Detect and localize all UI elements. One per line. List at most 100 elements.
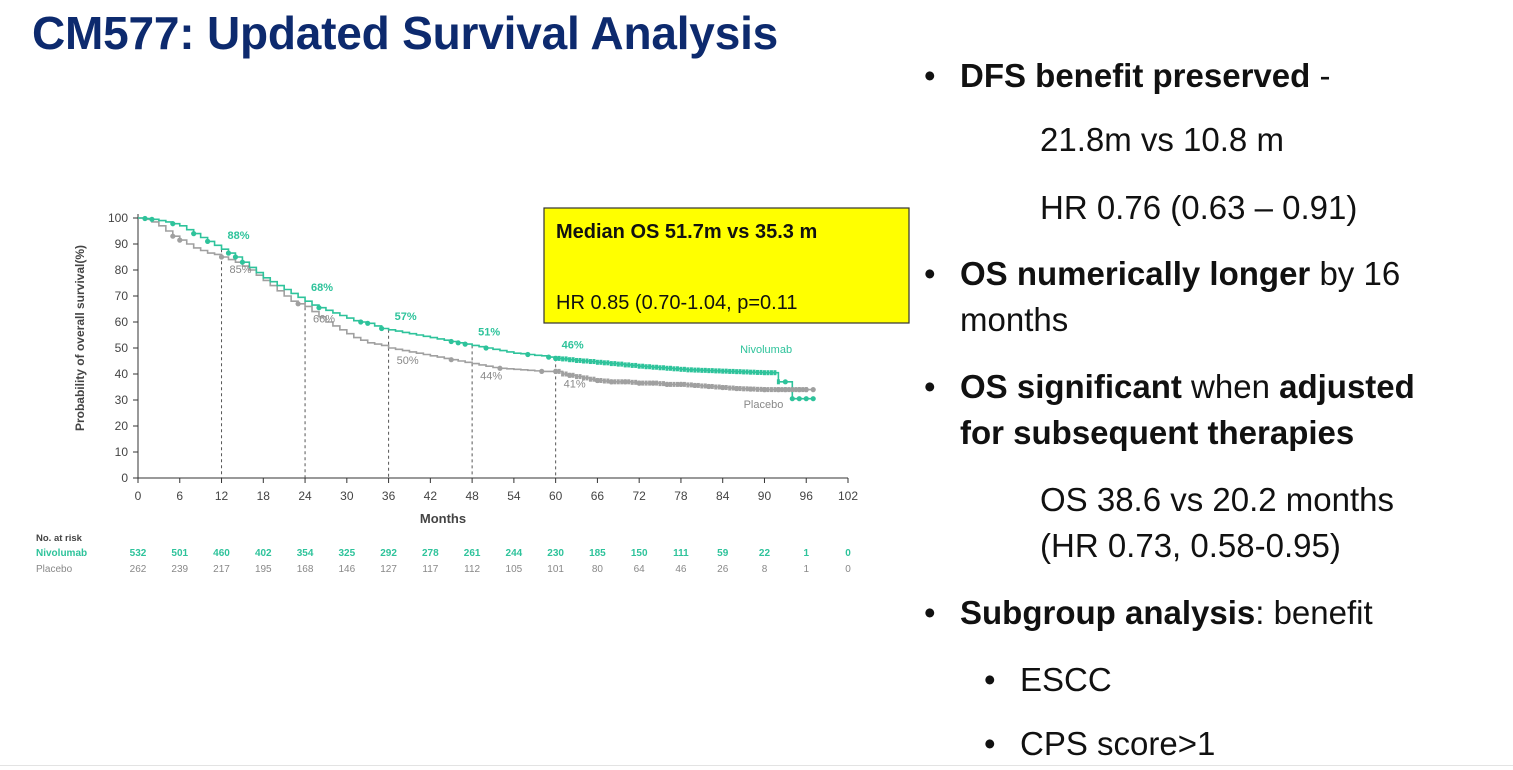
risk-cell: 239 (171, 564, 188, 575)
placebo-censor-tick (620, 379, 624, 385)
nivolumab-censor-tick (568, 357, 572, 363)
nivolumab-censor-tick (655, 364, 659, 370)
placebo-censor-tick (627, 379, 631, 385)
nivolumab-censor-tick (776, 379, 780, 385)
placebo-censor-tick (783, 387, 787, 393)
risk-cell: 460 (213, 548, 230, 559)
callout-hr-text: HR 0.85 (0.70-1.04, p=0.11 (556, 292, 797, 314)
nivolumab-censor-tick (710, 368, 714, 374)
placebo-censor-tick (578, 374, 582, 380)
nivolumab-censor-tick (599, 359, 603, 365)
placebo-censor-tick (794, 387, 798, 393)
placebo-censor-tick (780, 387, 784, 393)
nivolumab-censor-tick (742, 369, 746, 375)
nivolumab-censor-tick (641, 363, 645, 369)
footer-rule (0, 765, 1513, 766)
placebo-censor-tick (641, 380, 645, 386)
y-tick-label: 20 (115, 419, 129, 433)
os-adjusted-hr: (HR 0.73, 0.58-0.95) (1040, 527, 1341, 564)
x-tick-label: 48 (465, 489, 479, 503)
nivolumab-censor-tick (703, 367, 707, 373)
risk-cell: 501 (171, 548, 188, 559)
dfs-heading: DFS benefit preserved (960, 57, 1311, 94)
placebo-censor-tick (703, 383, 707, 389)
nivolumab-censor-tick (731, 368, 735, 374)
nivolumab-censor-tick (679, 366, 683, 372)
median-os-callout: Median OS 51.7m vs 35.3 m HR 0.85 (0.70-… (543, 207, 910, 324)
placebo-censor-tick (592, 376, 596, 382)
placebo-censor-tick (651, 380, 655, 386)
nivolumab-censor-tick (592, 359, 596, 365)
placebo-censor-tick (602, 378, 606, 384)
nivolumab-censor-mark (316, 305, 322, 311)
placebo-censor-tick (634, 379, 638, 385)
placebo-censor-tick (769, 387, 773, 393)
placebo-censor-tick (731, 385, 735, 391)
placebo-censor-tick (665, 381, 669, 387)
placebo-censor-tick (609, 379, 613, 385)
placebo-censor-tick (672, 381, 676, 387)
placebo-censor-mark (177, 237, 183, 243)
y-tick-label: 100 (108, 211, 128, 225)
placebo-censor-tick (762, 387, 766, 393)
placebo-censor-tick (675, 381, 679, 387)
nivolumab-censor-mark (239, 259, 246, 265)
nivolumab-censor-tick (721, 368, 725, 374)
y-axis-title: Probability of overall survival(%) (73, 245, 87, 431)
x-tick-label: 6 (176, 489, 183, 503)
risk-cell: 127 (380, 564, 397, 575)
nivolumab-censor-tick (728, 368, 732, 374)
milestone-nivo-label: 51% (478, 326, 500, 338)
risk-cell: 1 (803, 564, 809, 575)
placebo-censor-tick (801, 387, 805, 393)
cps-label: CPS score>1 (1020, 725, 1216, 762)
placebo-censor-mark (539, 368, 545, 374)
nivolumab-censor-tick (696, 367, 700, 373)
placebo-censor-tick (588, 376, 592, 382)
nivolumab-censor-tick (749, 369, 753, 375)
risk-cell: 64 (634, 564, 646, 575)
placebo-censor-tick (571, 372, 575, 378)
y-tick-label: 70 (115, 289, 129, 303)
nivolumab-censor-tick (616, 361, 620, 367)
milestone-nivo-label: 68% (311, 282, 333, 294)
placebo-censor-tick (561, 371, 565, 377)
y-tick-label: 30 (115, 393, 129, 407)
risk-cell: 168 (297, 564, 314, 575)
nivolumab-censor-tick (651, 364, 655, 370)
nivolumab-censor-tick (630, 362, 634, 368)
placebo-censor-tick (759, 386, 763, 392)
x-tick-label: 54 (507, 489, 521, 503)
slide-title: CM577: Updated Survival Analysis (32, 7, 779, 59)
placebo-censor-tick (724, 385, 728, 391)
nivolumab-censor-tick (634, 362, 638, 368)
placebo-censor-tick (738, 386, 742, 392)
placebo-censor-tick (766, 387, 770, 393)
nivolumab-censor-tick (735, 369, 739, 375)
placebo-censor-mark (218, 254, 225, 260)
placebo-censor-tick (717, 384, 721, 390)
placebo-censor-tick (682, 381, 686, 387)
x-tick-label: 24 (298, 489, 312, 503)
x-tick-label: 30 (340, 489, 354, 503)
escc-label: ESCC (1020, 661, 1112, 698)
os-longer-heading: OS numerically longer (960, 255, 1311, 292)
nivolumab-censor-tick (682, 366, 686, 372)
placebo-censor-tick (693, 382, 697, 388)
nivolumab-censor-tick (602, 360, 606, 366)
nivolumab-censor-tick (578, 357, 582, 363)
risk-cell: 230 (547, 548, 564, 559)
callout-box (543, 207, 910, 324)
risk-cell: 325 (338, 548, 355, 559)
os-significant-heading: OS significant (960, 368, 1182, 405)
placebo-censor-tick (696, 382, 700, 388)
placebo-censor-mark (295, 301, 301, 307)
nivolumab-censor-mark (782, 379, 788, 385)
x-tick-label: 18 (257, 489, 271, 503)
risk-row-label: Placebo (36, 564, 73, 575)
placebo-censor-tick (575, 374, 579, 380)
placebo-censor-tick (637, 380, 641, 386)
placebo-censor-tick (804, 387, 808, 393)
risk-cell: 261 (464, 548, 481, 559)
risk-cell: 217 (213, 564, 230, 575)
